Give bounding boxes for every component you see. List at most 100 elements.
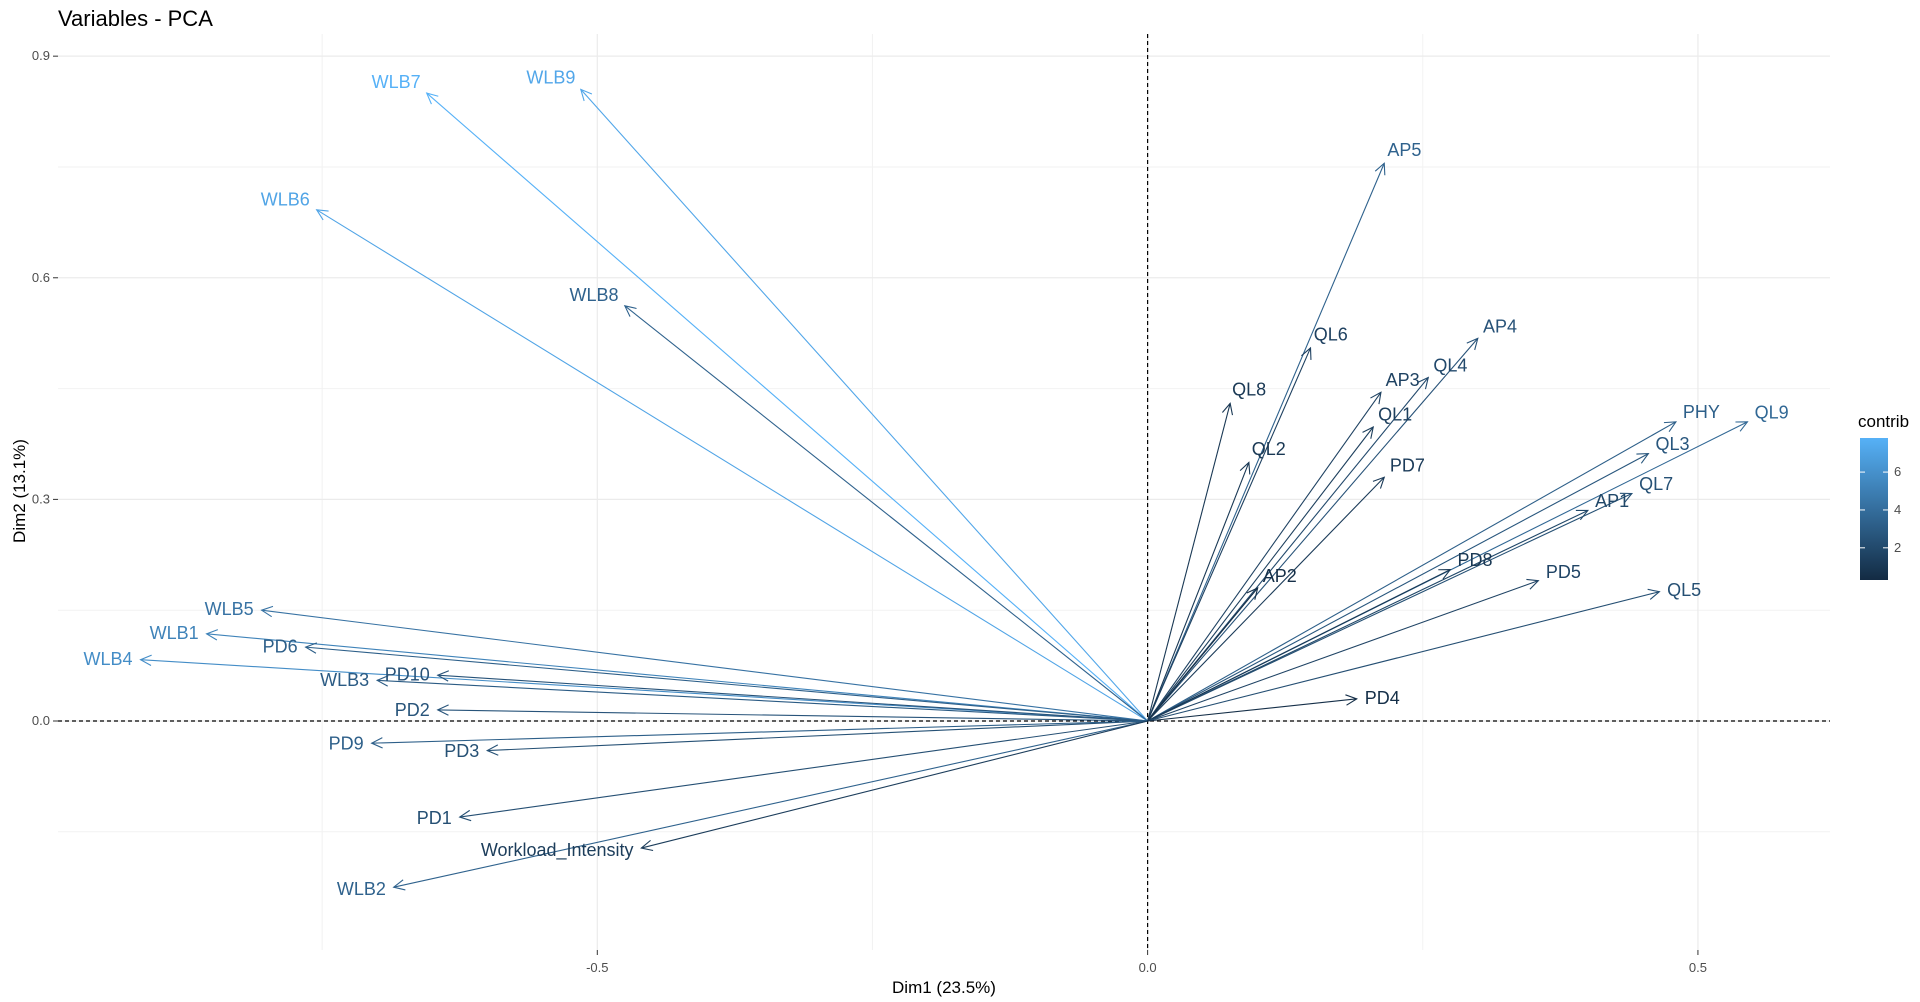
axis-ticks: -0.5 0.0 0.5 0.0 0.3 0.6 0.9 [32,48,1707,975]
arrow-head [436,704,449,716]
arrow-shaft [624,305,1148,722]
variable-arrow-wlb7 [425,92,1148,722]
variable-arrow-pd6 [304,642,1148,722]
variable-label: AP4 [1483,316,1517,336]
arrow-head [304,642,318,654]
variable-arrow-ql1 [1147,425,1375,722]
variable-arrow-wlb6 [315,209,1148,722]
variable-label: QL5 [1667,580,1701,600]
legend-tick-label: 4 [1894,502,1901,517]
arrow-head [623,305,637,317]
arrow-head [458,809,472,822]
variable-label: WLB1 [150,623,199,643]
arrow-shaft [1147,476,1385,722]
x-axis-title: Dim1 (23.5%) [892,978,996,997]
arrow-shaft [487,720,1148,752]
arrow-shaft [1147,462,1250,722]
variable-arrow-pd5 [1147,578,1540,722]
arrow-head [1372,476,1386,489]
arrow-shaft [261,609,1148,722]
arrow-head [1647,588,1661,600]
legend-title: contrib [1858,412,1909,431]
variable-label: AP3 [1386,370,1420,390]
arrow-head [315,209,329,221]
arrow-head [1370,391,1382,405]
variable-arrow-wlb3 [375,675,1148,722]
variable-label: AP5 [1387,140,1421,160]
arrow-shaft [1147,509,1589,722]
arrow-shaft [377,679,1148,722]
variable-label: PD9 [329,733,364,753]
arrow-shaft [641,720,1148,849]
arrow-shaft [1147,569,1451,722]
variable-label: PD4 [1365,688,1400,708]
arrow-head [205,629,219,641]
arrow-head [1345,694,1358,706]
arrow-shaft [426,92,1148,722]
variable-arrow-ql8 [1147,402,1234,722]
variable-label: AP1 [1595,491,1629,511]
variable-arrow-ql2 [1147,461,1251,722]
variable-label: QL7 [1639,474,1673,494]
arrow-shaft [459,720,1148,818]
arrow-head [1735,421,1749,432]
arrow-shaft [580,89,1149,722]
arrow-head [375,675,389,687]
variable-label: PD3 [444,741,479,761]
variable-label: QL1 [1378,405,1412,425]
arrow-head [579,88,593,102]
legend: contrib 2 4 6 [1858,412,1909,580]
legend-tick-label: 6 [1894,464,1901,479]
variable-arrow-pd1 [458,720,1148,822]
arrow-head [1636,452,1650,464]
arrow-shaft [1147,391,1382,722]
arrow-head [1246,587,1259,600]
y-tick-label: 0.9 [32,48,50,63]
arrow-head [1526,578,1540,590]
arrow-shaft [1147,580,1539,722]
variable-label: WLB3 [320,670,369,690]
variable-label: WLB7 [372,72,421,92]
variable-arrow-wlb2 [392,720,1148,891]
variable-arrow-ap5 [1147,162,1386,722]
x-tick-label: 0.0 [1139,960,1157,975]
variable-arrow-wlb8 [623,305,1148,722]
variable-label: WLB6 [261,190,310,210]
variable-label: PD8 [1457,550,1492,570]
legend-tick-label: 2 [1894,540,1901,555]
arrow-head [1466,337,1479,351]
arrow-head [640,839,654,852]
variable-label: WLB4 [84,649,133,669]
arrow-head [1221,402,1234,416]
variable-label: PD10 [385,665,430,685]
arrow-shaft [1147,698,1357,722]
variable-arrow-ql6 [1147,346,1312,722]
variable-label: AP2 [1263,566,1297,586]
variable-label: QL8 [1232,380,1266,400]
arrow-head [260,605,274,618]
variable-label: QL4 [1433,355,1467,375]
variable-label: QL9 [1755,402,1789,422]
y-axis-title: Dim2 (13.1%) [10,439,29,543]
arrow-head [1301,346,1312,360]
legend-colorbar [1860,438,1888,580]
variable-arrow-workload-intensity [640,720,1148,852]
variable-arrow-pd3 [485,720,1148,756]
arrow-shaft [305,646,1148,722]
variable-arrow-wlb9 [579,88,1149,722]
variable-arrow-wlb5 [260,605,1148,722]
variable-label: WLB2 [337,879,386,899]
arrow-head [436,670,450,682]
reference-lines [58,34,1830,950]
y-tick-label: 0.0 [32,713,50,728]
arrow-shaft [437,709,1148,722]
arrow-head [425,92,439,105]
variable-arrow-pd9 [370,720,1148,749]
x-tick-label: -0.5 [586,960,608,975]
y-tick-label: 0.6 [32,270,50,285]
variable-arrow-ql5 [1147,588,1661,722]
arrow-shaft [1147,492,1633,722]
arrow-shaft [371,720,1148,744]
